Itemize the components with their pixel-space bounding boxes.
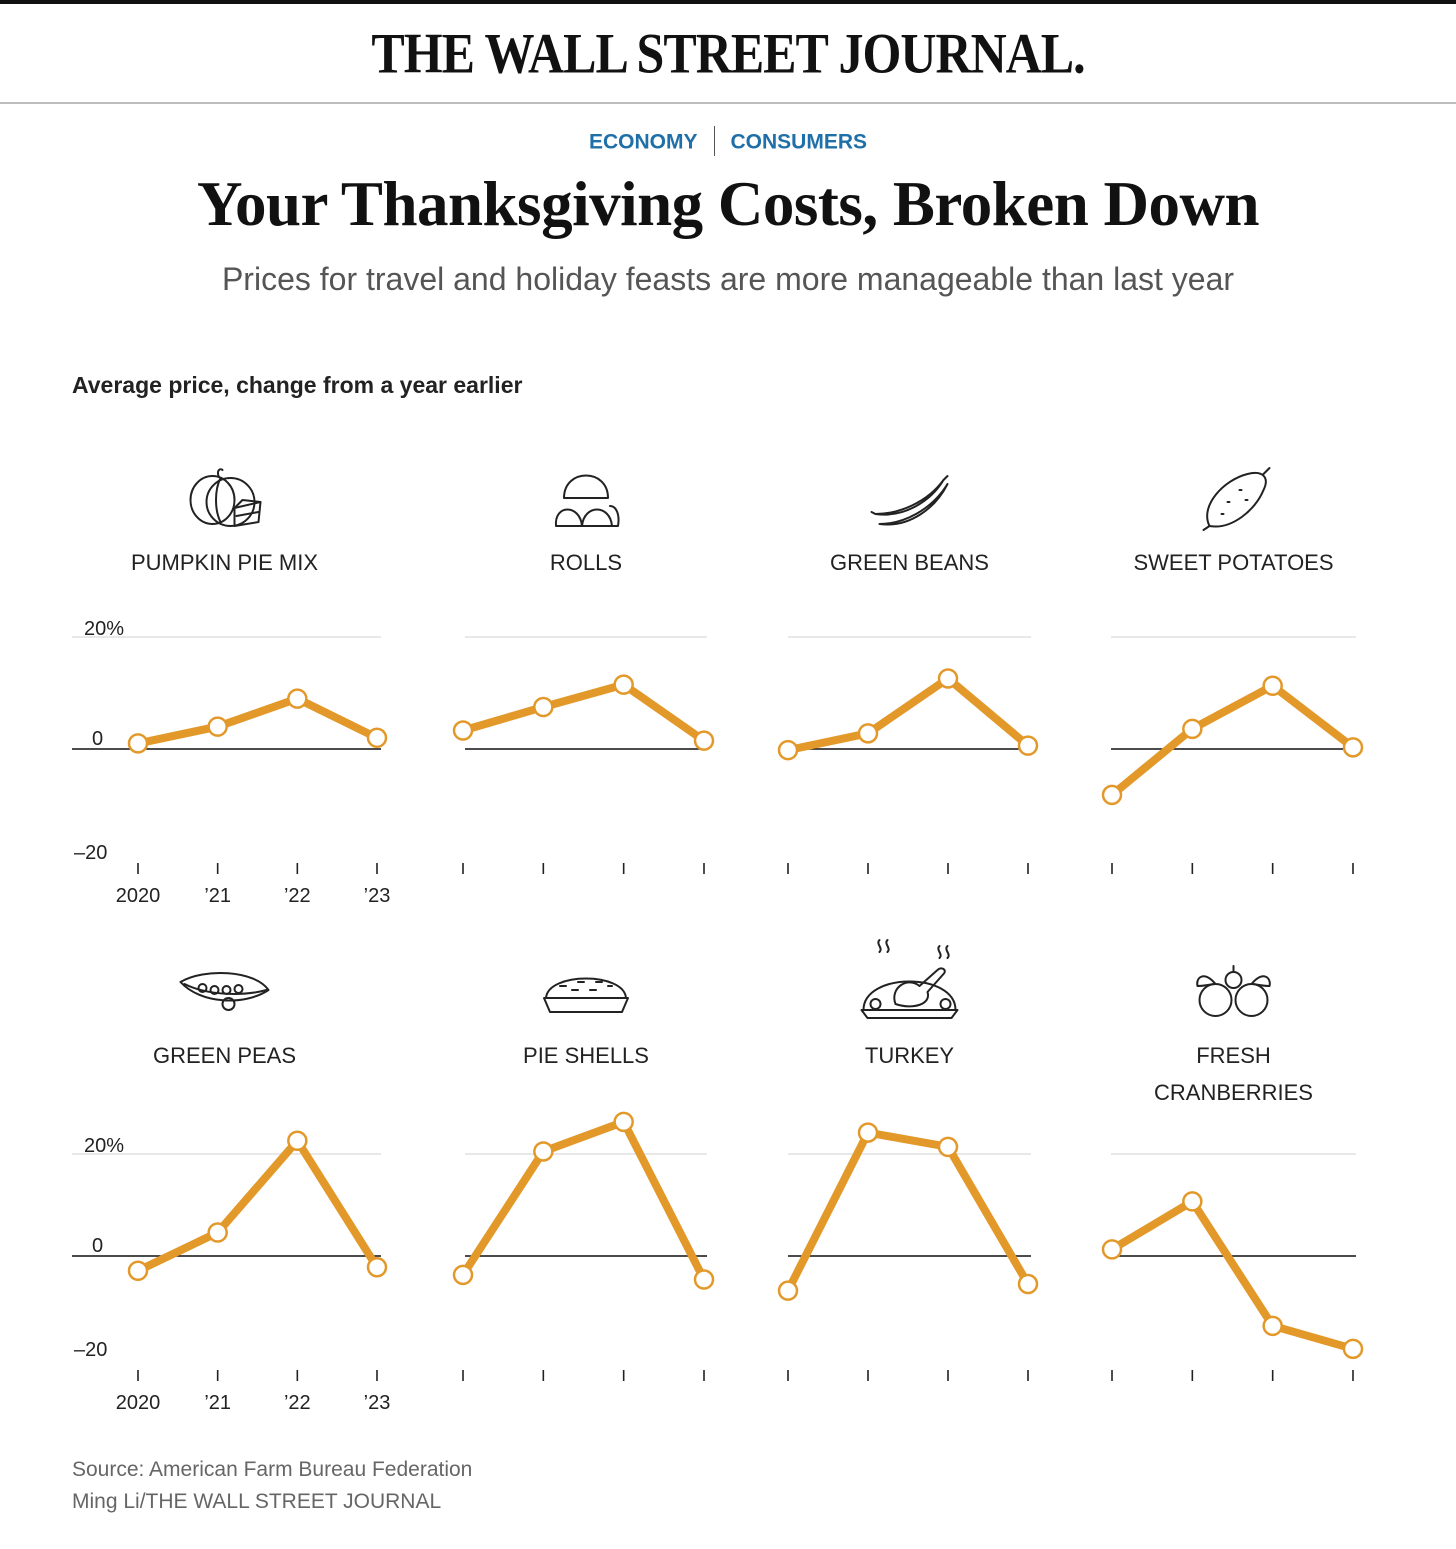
chart-panel-rolls: ROLLS [452, 474, 715, 874]
category-label: CRANBERRIES [1154, 1080, 1313, 1105]
data-point [1182, 718, 1203, 740]
y-tick-label: 20% [84, 618, 124, 640]
data-point [613, 1111, 634, 1133]
masthead-logo[interactable]: THE WALL STREET JOURNAL. [371, 20, 1085, 86]
x-tick-label: ’22 [284, 1392, 311, 1414]
green-beans-icon [870, 475, 949, 526]
data-point [1101, 784, 1123, 806]
series-line [136, 1134, 381, 1275]
data-point [1017, 1273, 1039, 1295]
x-tick-label: ’21 [204, 885, 231, 907]
rolls-icon [554, 474, 620, 527]
chart-panel-fresh-cranberries: FRESH CRANBERRIES [1101, 965, 1364, 1381]
data-point [937, 668, 959, 689]
chart-panel-green-beans: GREEN BEANS [777, 475, 1039, 874]
data-point [452, 1264, 474, 1286]
y-tick-label: 20% [84, 1135, 124, 1157]
category-label: ROLLS [550, 550, 622, 575]
data-point [127, 733, 149, 754]
data-point [533, 1141, 554, 1162]
series-line [459, 1116, 708, 1282]
section-separator [713, 126, 715, 156]
data-point [1101, 1239, 1123, 1260]
y-tick-label: –20 [74, 842, 107, 864]
x-tick-label: 2020 [116, 885, 161, 907]
category-label: PIE SHELLS [523, 1043, 649, 1068]
series-line [784, 1128, 1032, 1293]
section-link-consumers[interactable]: CONSUMERS [730, 130, 868, 154]
data-point [207, 1222, 228, 1243]
y-tick-label: 0 [92, 1235, 103, 1257]
data-point [366, 727, 388, 749]
data-point [366, 1256, 388, 1278]
data-point [613, 674, 634, 695]
top-rule [0, 0, 1456, 4]
y-tick-label: –20 [74, 1339, 107, 1361]
section-breadcrumb: ECONOMY CONSUMERS [0, 126, 1456, 158]
chart-subtitle: Average price, change from a year earlie… [72, 372, 523, 398]
chart-panel-sweet-potatoes: SWEET POTATOES [1101, 467, 1364, 874]
data-point [693, 730, 715, 751]
data-point [857, 723, 879, 744]
headline: Your Thanksgiving Costs, Broken Down [196, 169, 1260, 239]
turkey-icon [860, 939, 959, 1019]
data-point [1342, 1338, 1364, 1360]
category-label: SWEET POTATOES [1133, 550, 1333, 575]
category-label: PUMPKIN PIE MIX [131, 550, 318, 575]
data-point [207, 716, 228, 737]
data-point [533, 696, 554, 718]
category-label: GREEN PEAS [153, 1043, 296, 1068]
data-point [937, 1136, 959, 1158]
series-line [1109, 1196, 1355, 1353]
data-point [777, 739, 799, 761]
category-label: TURKEY [865, 1043, 955, 1068]
data-point [287, 688, 308, 709]
data-point [1017, 735, 1039, 756]
data-point [857, 1122, 879, 1143]
series-line [787, 673, 1031, 755]
byline-credit: Ming Li/THE WALL STREET JOURNAL [72, 1490, 442, 1513]
green-peas-icon [179, 972, 270, 1011]
category-label: GREEN BEANS [830, 550, 989, 575]
pumpkin-pie-icon [189, 468, 262, 527]
data-point [127, 1260, 149, 1282]
source-note: Source: American Farm Bureau Federation [72, 1458, 473, 1481]
data-point [693, 1269, 715, 1290]
pie-shell-icon [543, 977, 629, 1013]
data-point [777, 1280, 799, 1301]
chart-panel-green-peas: GREEN PEAS 20% 0 –20 2020 ’21 ’22 ’23 [72, 972, 391, 1414]
series-line [1109, 680, 1356, 799]
data-point [1262, 1315, 1283, 1337]
category-label: FRESH [1196, 1043, 1271, 1068]
dek: Prices for travel and holiday feasts are… [221, 261, 1235, 297]
x-tick-label: ’21 [204, 1392, 231, 1414]
data-point [1342, 737, 1364, 758]
chart-panel-pumpkin-pie-mix: PUMPKIN PIE MIX 20% 0 –20 2020 ’21 ’22 ’23 [72, 468, 391, 907]
series-line [461, 680, 707, 744]
cranberries-icon [1196, 965, 1271, 1017]
data-point [1262, 675, 1283, 696]
data-point [1182, 1191, 1203, 1212]
x-tick-label: ’23 [364, 885, 391, 907]
sweet-potato-icon [1202, 467, 1271, 531]
chart-panel-turkey: TURKEY [777, 939, 1039, 1381]
y-tick-label: 0 [92, 728, 103, 750]
data-point [452, 720, 474, 741]
x-tick-label: ’23 [364, 1392, 391, 1414]
section-link-economy[interactable]: ECONOMY [588, 130, 698, 154]
masthead-divider [0, 102, 1456, 104]
chart-panel-pie-shells: PIE SHELLS [452, 977, 715, 1381]
series-line [137, 694, 379, 748]
data-point [287, 1130, 308, 1151]
x-tick-label: ’22 [284, 885, 311, 907]
x-tick-label: 2020 [116, 1392, 161, 1414]
